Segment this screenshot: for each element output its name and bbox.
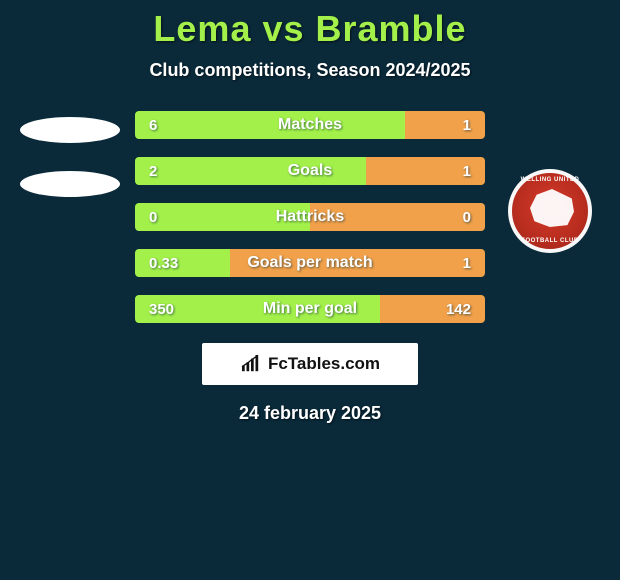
stat-value-right: 1 [463, 255, 471, 272]
stat-value-right: 1 [463, 163, 471, 180]
stat-row: 00Hattricks [135, 203, 485, 231]
stat-bar-left: 6 [135, 111, 405, 139]
stat-bar-left: 2 [135, 157, 366, 185]
content-row: 61Matches21Goals00Hattricks0.331Goals pe… [0, 111, 620, 323]
source-logo-box: FcTables.com [202, 343, 418, 385]
stat-row: 21Goals [135, 157, 485, 185]
stat-value-left: 2 [149, 163, 157, 180]
date-text: 24 february 2025 [239, 403, 381, 424]
stat-value-right: 1 [463, 117, 471, 134]
stat-bar-left: 0.33 [135, 249, 230, 277]
stat-value-left: 6 [149, 117, 157, 134]
club-logo-placeholder [20, 171, 120, 197]
stat-value-left: 350 [149, 301, 174, 318]
stat-row: 350142Min per goal [135, 295, 485, 323]
club-badge: WELLING UNITED FOOTBALL CLUB [508, 169, 592, 253]
subtitle: Club competitions, Season 2024/2025 [149, 60, 470, 81]
comparison-card: Lema vs Bramble Club competitions, Seaso… [0, 0, 620, 424]
stat-bar-left: 350 [135, 295, 380, 323]
stat-value-left: 0 [149, 209, 157, 226]
stat-bar-right: 142 [380, 295, 485, 323]
badge-text-bottom: FOOTBALL CLUB [512, 238, 588, 244]
stat-value-right: 142 [446, 301, 471, 318]
left-avatar-column [20, 111, 120, 197]
stat-value-right: 0 [463, 209, 471, 226]
stats-column: 61Matches21Goals00Hattricks0.331Goals pe… [135, 111, 485, 323]
badge-text-top: WELLING UNITED [512, 177, 588, 183]
stat-bar-left: 0 [135, 203, 310, 231]
right-avatar-column: WELLING UNITED FOOTBALL CLUB [500, 111, 600, 253]
stat-bar-right: 1 [230, 249, 486, 277]
stat-value-left: 0.33 [149, 255, 178, 272]
player-avatar-placeholder [20, 117, 120, 143]
stat-bar-right: 1 [366, 157, 485, 185]
stat-bar-right: 0 [310, 203, 485, 231]
stat-bar-right: 1 [405, 111, 486, 139]
page-title: Lema vs Bramble [153, 8, 466, 50]
source-logo-text: FcTables.com [268, 354, 380, 374]
chart-icon [240, 355, 262, 373]
stat-row: 61Matches [135, 111, 485, 139]
stat-row: 0.331Goals per match [135, 249, 485, 277]
